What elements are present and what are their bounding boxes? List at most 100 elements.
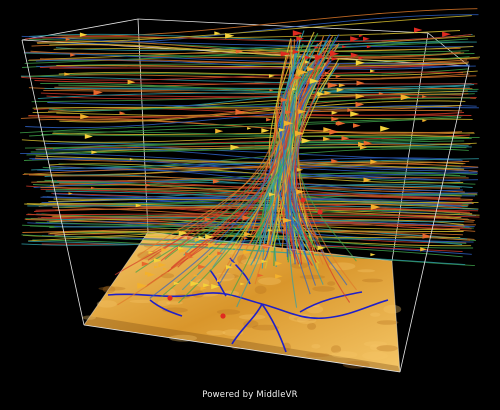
particle-marker (205, 234, 215, 240)
particle-marker (235, 109, 245, 115)
particle-marker (307, 66, 315, 72)
particle-marker (64, 72, 71, 76)
terrain-bump (370, 312, 381, 317)
particle-marker (355, 93, 365, 99)
particle-marker (280, 97, 289, 103)
particle-marker (161, 247, 168, 252)
streamline (53, 188, 469, 205)
streamline (49, 143, 471, 149)
streamline (34, 80, 478, 85)
particle-marker (220, 313, 226, 319)
particle-marker (355, 60, 365, 66)
particle-marker (261, 128, 270, 133)
streamline (25, 34, 472, 42)
particle-marker (194, 238, 200, 242)
particle-marker (214, 31, 221, 36)
streamline (54, 181, 463, 188)
particle-marker (217, 279, 222, 283)
bounding-box-front (21, 39, 470, 373)
streamline (41, 216, 464, 228)
streamline (23, 52, 469, 65)
particle-marker (214, 253, 219, 256)
streamline (49, 225, 474, 249)
streamline (58, 70, 478, 77)
particle-marker (295, 130, 305, 137)
particle-marker (167, 295, 173, 301)
particle-marker (370, 159, 378, 165)
streamline (21, 71, 464, 81)
particle-marker (187, 255, 194, 259)
particle-marker (304, 55, 312, 60)
particle-marker (296, 189, 305, 195)
particle-marker (359, 145, 368, 150)
streamline (25, 219, 470, 241)
particle-marker (335, 121, 342, 126)
particle-marker (300, 197, 306, 203)
rising-streamline (288, 113, 305, 308)
particle-marker (198, 264, 206, 270)
particle-marker (317, 66, 323, 70)
particle-marker (242, 215, 252, 221)
streamline (55, 41, 477, 51)
particle-marker (268, 229, 273, 232)
particle-marker (204, 217, 212, 222)
particle-marker (370, 253, 376, 257)
streamline (22, 224, 465, 233)
terrain-bump (312, 286, 335, 292)
streamline (45, 190, 468, 208)
terrain-bump (363, 341, 387, 347)
terrain-bump (330, 345, 342, 354)
particle-marker (355, 101, 365, 108)
streamline (49, 218, 461, 230)
streamline (42, 14, 479, 44)
particle-marker (153, 258, 162, 263)
rising-streamline (149, 91, 284, 299)
particle-marker (358, 56, 365, 60)
particle-marker (178, 246, 185, 250)
particle-marker (84, 134, 93, 139)
particle-marker (298, 109, 307, 114)
rising-streamline (254, 107, 300, 285)
particle-marker (298, 69, 309, 76)
streamline (32, 90, 468, 114)
streamline (41, 243, 463, 253)
particle-marker (342, 45, 347, 49)
streamline (21, 238, 463, 246)
particle-marker (296, 36, 304, 41)
particle-marker (304, 60, 311, 64)
streamline (40, 187, 473, 200)
particle-marker (324, 90, 332, 96)
particle-marker (158, 262, 167, 268)
rising-streamline (228, 131, 281, 256)
particle-marker (190, 281, 200, 287)
streamline (54, 230, 464, 236)
particle-marker (350, 52, 359, 58)
rising-streamline (290, 93, 324, 285)
streamline (24, 38, 469, 64)
streamline (41, 192, 478, 204)
terrain-bump (311, 344, 321, 349)
particle-marker (145, 183, 151, 187)
particle-marker (353, 123, 361, 128)
particle-marker (247, 127, 252, 130)
terrain-bump (129, 299, 156, 303)
streamline (37, 15, 472, 44)
streamline (28, 235, 461, 242)
particle-marker (301, 137, 311, 144)
particle-marker (335, 74, 341, 78)
particle-marker (309, 78, 320, 84)
particle-marker (203, 283, 210, 288)
particle-marker (141, 261, 150, 267)
particle-marker (127, 79, 136, 85)
particle-marker (370, 204, 381, 210)
vortex-streamline (274, 62, 308, 265)
rising-streamline (183, 137, 292, 256)
terrain-bump (362, 278, 383, 283)
particle-marker (208, 242, 217, 248)
particle-marker (80, 113, 90, 120)
particle-marker (356, 80, 365, 86)
particle-marker (363, 177, 372, 183)
particle-marker (317, 91, 326, 97)
